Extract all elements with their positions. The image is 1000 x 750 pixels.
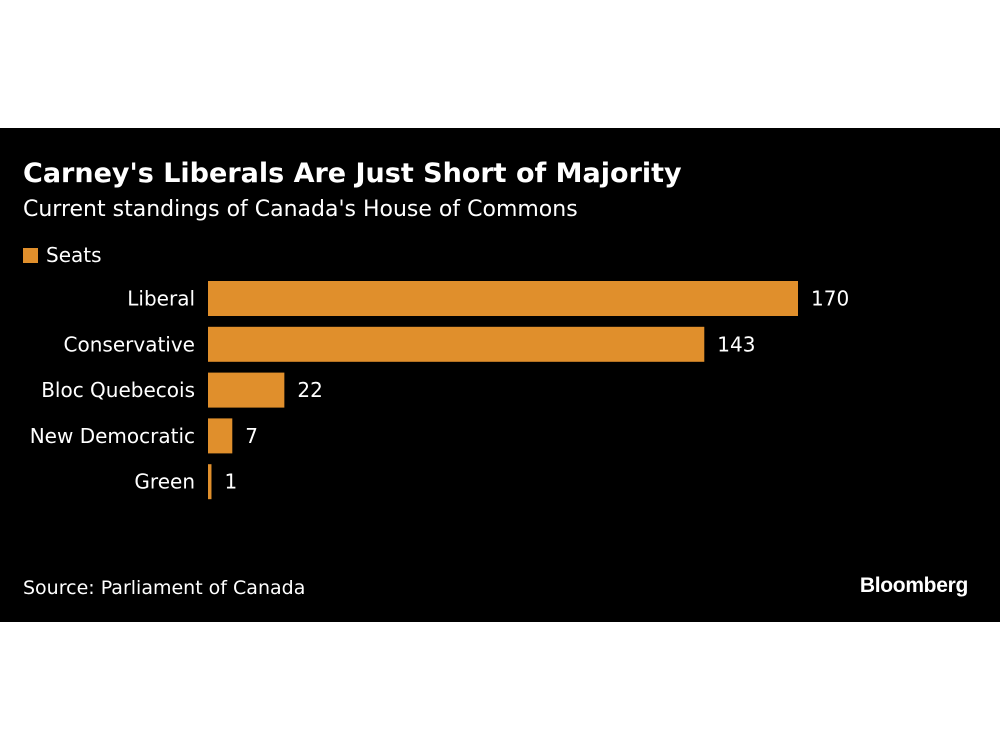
legend: Seats (23, 242, 102, 268)
category-label: Bloc Quebecois (41, 378, 195, 402)
bar-bloc-quebecois (208, 372, 285, 408)
value-label: 22 (297, 378, 322, 402)
category-label: Green (134, 470, 195, 494)
value-label: 143 (717, 332, 755, 356)
value-label: 170 (811, 287, 849, 311)
chart-subtitle: Current standings of Canada's House of C… (23, 197, 578, 222)
legend-swatch (23, 247, 38, 263)
chart-title: Carney's Liberals Are Just Short of Majo… (23, 158, 682, 189)
bar-conservative (208, 326, 705, 362)
bar-new-democratic (208, 418, 233, 454)
bar-green (208, 464, 212, 500)
source-note: Source: Parliament of Canada (23, 577, 306, 599)
legend-label-seats: Seats (46, 243, 102, 267)
value-label: 7 (245, 424, 258, 448)
bar-liberal (208, 281, 798, 316)
value-label: 1 (224, 470, 237, 494)
category-label: Liberal (127, 287, 195, 311)
category-label: Conservative (64, 332, 195, 356)
category-label: New Democratic (30, 424, 195, 448)
bar-chart: Liberal 170 Conservative 143 Bloc Quebecois 2… (30, 281, 849, 500)
bloomberg-logo: Bloomberg (859, 574, 968, 597)
chart-panel: Carney's Liberals Are Just Short of Majo… (0, 128, 1000, 622)
